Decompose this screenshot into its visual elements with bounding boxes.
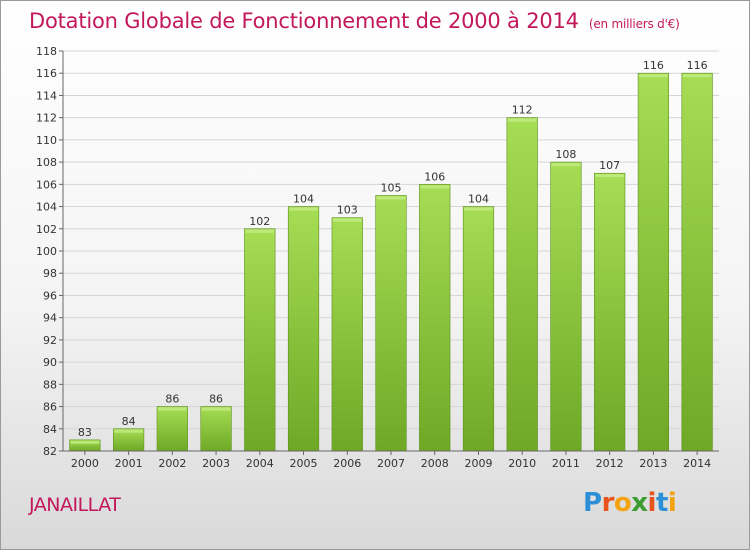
bar-2008 [419,184,451,452]
bar-highlight-2002 [158,407,187,411]
bar-2006 [331,217,363,452]
bar-2007 [375,195,407,452]
y-tick-label: 108 [36,156,57,169]
x-tick-label-2010: 2010 [508,457,536,470]
bar-highlight-2011 [551,163,581,167]
x-tick-label-2001: 2001 [115,457,143,470]
value-label-2004: 102 [249,215,270,228]
y-tick-label: 84 [43,423,57,436]
bar-2010 [506,117,538,452]
bar-highlight-2014 [682,74,712,78]
y-tick-label: 110 [36,134,57,147]
axes: 82 84 86 88 90 92 94 96 98 100 102 104 106 108 110 112 1… [36,45,719,470]
y-tick-label: 96 [43,289,57,302]
logo-letter: i [647,488,657,518]
logo-letter: o [613,488,632,518]
bar-highlight-2009 [464,207,493,211]
commune-name: JANAILLAT [29,494,121,516]
logo-letter: r [601,488,615,518]
y-tick-label: 98 [43,267,57,280]
y-tick-label: 90 [43,356,57,369]
bar-highlight-2005 [289,207,318,211]
logo-letter: x [631,488,648,518]
value-label-2008: 106 [424,170,445,183]
value-label-2010: 112 [512,104,533,117]
y-tick-label: 102 [36,223,57,236]
bar-2011 [550,161,582,452]
bar-2004 [244,228,276,452]
bar-2005 [287,206,320,452]
bar-highlight-2003 [201,407,231,411]
x-tick-label-2009: 2009 [464,457,492,470]
bar-highlight-2010 [507,118,537,122]
y-tick-label: 100 [36,245,57,258]
x-tick-label-2008: 2008 [421,457,449,470]
bar-2013 [637,72,670,452]
logo-letter: P [583,488,602,518]
chart-unit: (en milliers d'€) [588,17,680,31]
bar-2009 [462,206,495,452]
y-tick-label: 116 [36,67,57,80]
x-tick-label-2013: 2013 [639,457,667,470]
value-label-2012: 107 [599,159,620,172]
y-tick-label: 88 [43,378,57,391]
bar-2002 [156,406,188,452]
bar-highlight-2006 [332,218,362,222]
logo-letter: i [667,488,677,518]
x-tick-label-2002: 2002 [158,457,186,470]
bar-2014 [681,72,713,452]
y-tick-label: 104 [36,201,57,214]
y-tick-label: 118 [36,45,57,58]
chart-title: Dotation Globale de Fonctionnement de 20… [29,9,680,33]
value-label-2009: 104 [468,193,489,206]
bars: 83 84 86 86 102 104 103 105 106 104 112 108 107 116 11… [69,59,713,452]
bar-highlight-2008 [420,185,450,189]
x-tick-label-2000: 2000 [71,457,99,470]
bar-highlight-2012 [595,174,624,178]
y-tick-label: 82 [43,445,57,458]
y-tick-label: 86 [43,401,57,414]
value-label-2001: 84 [122,415,136,428]
chart-title-text: Dotation Globale de Fonctionnement de 20… [29,9,579,33]
x-tick-label-2004: 2004 [246,457,274,470]
value-label-2006: 103 [337,204,358,217]
x-tick-label-2007: 2007 [377,457,405,470]
bar-highlight-2000 [70,440,100,444]
y-tick-label: 112 [36,112,57,125]
x-tick-label-2003: 2003 [202,457,230,470]
bar-2012 [594,172,626,452]
value-label-2013: 116 [643,59,664,72]
value-label-2011: 108 [555,148,576,161]
bar-2003 [200,406,232,452]
x-tick-label-2011: 2011 [552,457,580,470]
x-tick-label-2005: 2005 [290,457,318,470]
x-tick-label-2012: 2012 [596,457,624,470]
y-tick-label: 114 [36,89,57,102]
logo-letter: t [655,488,668,518]
bar-highlight-2013 [639,74,668,78]
y-tick-label: 106 [36,178,57,191]
proxiti-logo: Proxiti [583,488,677,518]
value-label-2000: 83 [78,426,92,439]
y-tick-label: 94 [43,312,57,325]
x-tick-label-2014: 2014 [683,457,711,470]
value-label-2003: 86 [209,393,223,406]
value-label-2005: 104 [293,193,314,206]
bar-highlight-2004 [245,229,275,233]
bar-highlight-2007 [376,196,406,200]
bar-highlight-2001 [114,429,143,433]
value-label-2014: 116 [687,59,708,72]
value-label-2002: 86 [165,393,179,406]
x-tick-label-2006: 2006 [333,457,361,470]
y-tick-label: 92 [43,334,57,347]
value-label-2007: 105 [381,181,402,194]
